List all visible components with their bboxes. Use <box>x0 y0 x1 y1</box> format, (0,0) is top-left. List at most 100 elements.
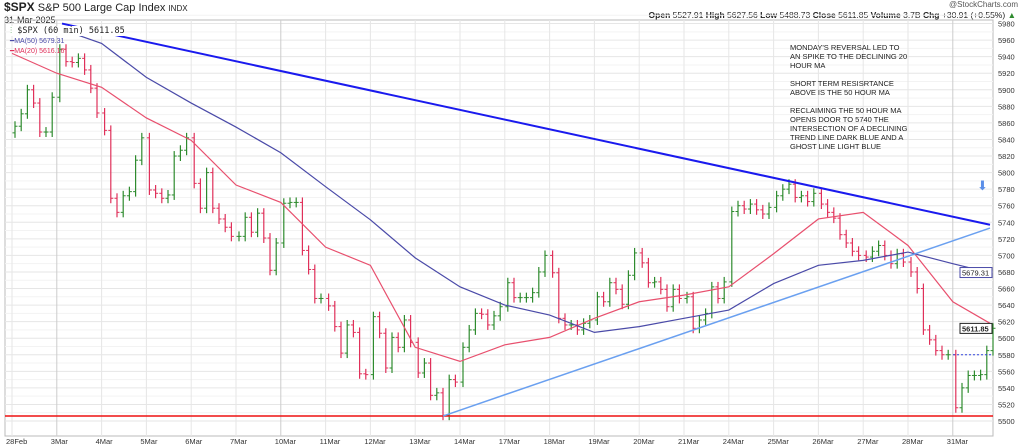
ohlc-bar <box>377 311 383 339</box>
x-tick-label: 12Mar <box>364 437 386 446</box>
ohlc-bar <box>747 199 753 214</box>
ohlc-bar <box>88 64 94 94</box>
y-tick-label: 5740 <box>998 218 1015 227</box>
ohlc-bar <box>914 266 920 294</box>
y-tick-label: 5640 <box>998 301 1015 310</box>
x-tick-label: 21Mar <box>678 437 700 446</box>
ohlc-bar <box>452 374 458 388</box>
ohlc-bar <box>216 203 222 224</box>
ohlc-bar <box>434 387 440 401</box>
y-tick-label: 5800 <box>998 169 1015 178</box>
ohlc-bar <box>273 238 279 276</box>
ohlc-bar <box>927 324 933 345</box>
ohlc-bar <box>428 358 434 401</box>
ohlc-bar <box>831 207 837 224</box>
y-tick-label: 5820 <box>998 152 1015 161</box>
y-tick-label: 5520 <box>998 400 1015 409</box>
ohlc-bar <box>389 332 395 373</box>
legend-ma20: ━MA(20) 5616.16 <box>10 48 65 55</box>
ma50-line <box>56 27 991 334</box>
ma50-tag-box <box>959 267 993 279</box>
y-tick-label: 5940 <box>998 53 1015 62</box>
ohlc-bar <box>421 358 427 378</box>
ohlc-bar <box>210 167 216 214</box>
ohlc-bar <box>63 44 69 67</box>
ohlc-bar <box>191 132 197 189</box>
y-tick-label: 5880 <box>998 102 1015 111</box>
exchange: INDX <box>168 4 188 13</box>
x-tick-label: 4Mar <box>96 437 114 446</box>
ohlc-bar <box>332 300 338 332</box>
ohlc-bar <box>383 328 389 373</box>
ohlc-bar-icon: ⫶ <box>10 26 13 36</box>
ohlc-bar <box>153 185 159 199</box>
legend-ma50-text: MA(50) 5679.31 <box>14 38 65 45</box>
ohlc-bar <box>562 313 568 330</box>
ohlc-bar <box>466 324 472 353</box>
ohlc-bar <box>363 368 369 380</box>
ohlc-bar <box>735 200 741 217</box>
ohlc-bar <box>876 240 882 257</box>
y-tick-label: 5560 <box>998 367 1015 376</box>
ohlc-bar <box>139 132 145 166</box>
ohlc-bar <box>108 125 114 204</box>
x-tick-label: 5Mar <box>140 437 158 446</box>
note-1: MONDAY'S REVERSAL LED TO AN SPIKE TO THE… <box>790 43 908 70</box>
ohlc-bar <box>177 145 183 162</box>
ohlc-bar <box>766 202 772 219</box>
y-tick-label: 5680 <box>998 268 1015 277</box>
ohlc-bar <box>703 308 709 325</box>
ohlc-bar <box>255 208 261 238</box>
legend-ma50: ━MA(50) 5679.31 <box>10 38 65 45</box>
ohlc-bar <box>984 345 990 380</box>
ohlc-bar <box>523 292 529 303</box>
x-tick-label: 3Mar <box>51 437 69 446</box>
ohlc-bar <box>357 327 363 379</box>
ohlc-bar <box>165 189 171 204</box>
ohlc-bar <box>959 382 965 413</box>
note-2: SHORT TERM RESISRTANCE ABOVE IS THE 50 H… <box>790 79 894 97</box>
ohlc-bar <box>12 121 18 138</box>
ohlc-bar <box>550 250 556 278</box>
ohlc-bar <box>146 132 152 195</box>
ohlc-bar <box>953 349 959 413</box>
ohlc-bar <box>222 214 228 233</box>
ohlc-bar <box>760 204 766 219</box>
x-tick-label: 6Mar <box>185 437 203 446</box>
ohlc-bar <box>18 108 24 132</box>
ohlc-bar <box>774 190 780 213</box>
y-tick-label: 5760 <box>998 202 1015 211</box>
ohlc-bar <box>945 349 951 360</box>
ohlc-bar <box>939 345 945 360</box>
y-tick-label: 5540 <box>998 384 1015 393</box>
y-tick-label: 5600 <box>998 334 1015 343</box>
ohlc-bar <box>344 319 350 359</box>
ohlc-bar <box>318 293 324 304</box>
ohlc-bar <box>75 53 81 68</box>
note-3: RECLAIMING THE 50 HOUR MA OPENS DOOR TO … <box>790 106 908 151</box>
ma20-line <box>11 52 991 363</box>
legend-price: ⫶ $SPX (60 min) 5611.85 <box>10 26 125 36</box>
ghost-line-light-blue <box>442 227 991 417</box>
y-tick-label: 5700 <box>998 251 1015 260</box>
x-tick-label: 18Mar <box>544 437 566 446</box>
y-tick-label: 5620 <box>998 318 1015 327</box>
ohlc-bar <box>530 287 536 303</box>
ohlc-bar <box>370 311 376 380</box>
ohlc-bar <box>326 293 332 311</box>
ohlc-bar <box>690 291 696 334</box>
ohlc-bar <box>607 277 613 307</box>
up-arrow-icon: ▲ <box>1007 10 1016 20</box>
ohlc-bar <box>652 276 658 288</box>
ohlc-bar <box>401 315 407 353</box>
ohlc-bar <box>43 127 49 137</box>
y-tick-label: 5900 <box>998 86 1015 95</box>
ohlc-bar <box>350 319 356 338</box>
x-tick-label: 7Mar <box>230 437 248 446</box>
ma50-tag: 5679.31 <box>962 269 989 278</box>
ohlc-bar <box>306 245 312 275</box>
ohlc-bar <box>908 257 914 277</box>
ohlc-bar <box>287 197 293 209</box>
ohlc-bar <box>670 284 676 312</box>
